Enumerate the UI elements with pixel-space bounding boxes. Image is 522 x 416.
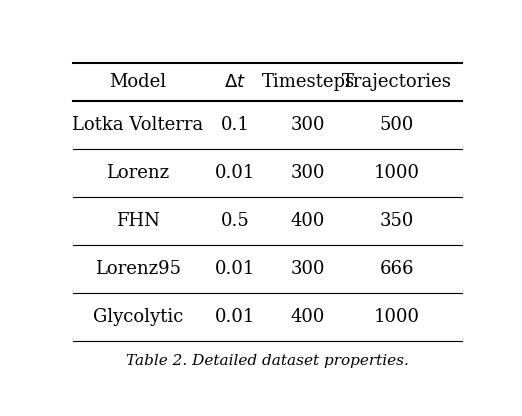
Text: 0.01: 0.01 (215, 260, 255, 278)
Text: Lorenz: Lorenz (106, 164, 170, 183)
Text: 1000: 1000 (374, 164, 420, 183)
Text: $\Delta t$: $\Delta t$ (224, 73, 246, 91)
Text: Glycolytic: Glycolytic (93, 308, 183, 327)
Text: Timesteps: Timesteps (262, 73, 354, 91)
Text: 1000: 1000 (374, 308, 420, 327)
Text: Lorenz95: Lorenz95 (95, 260, 181, 278)
Text: 350: 350 (380, 213, 414, 230)
Text: 300: 300 (291, 164, 325, 183)
Text: 0.01: 0.01 (215, 164, 255, 183)
Text: 300: 300 (291, 260, 325, 278)
Text: 500: 500 (380, 116, 414, 134)
Text: 400: 400 (291, 308, 325, 327)
Text: Model: Model (110, 73, 167, 91)
Text: Trajectories: Trajectories (342, 73, 452, 91)
Text: 666: 666 (379, 260, 414, 278)
Text: 300: 300 (291, 116, 325, 134)
Text: Lotka Volterra: Lotka Volterra (73, 116, 204, 134)
Text: 0.5: 0.5 (221, 213, 250, 230)
Text: 0.1: 0.1 (221, 116, 250, 134)
Text: 0.01: 0.01 (215, 308, 255, 327)
Text: FHN: FHN (116, 213, 160, 230)
Text: Table 2. Detailed dataset properties.: Table 2. Detailed dataset properties. (126, 354, 409, 368)
Text: 400: 400 (291, 213, 325, 230)
